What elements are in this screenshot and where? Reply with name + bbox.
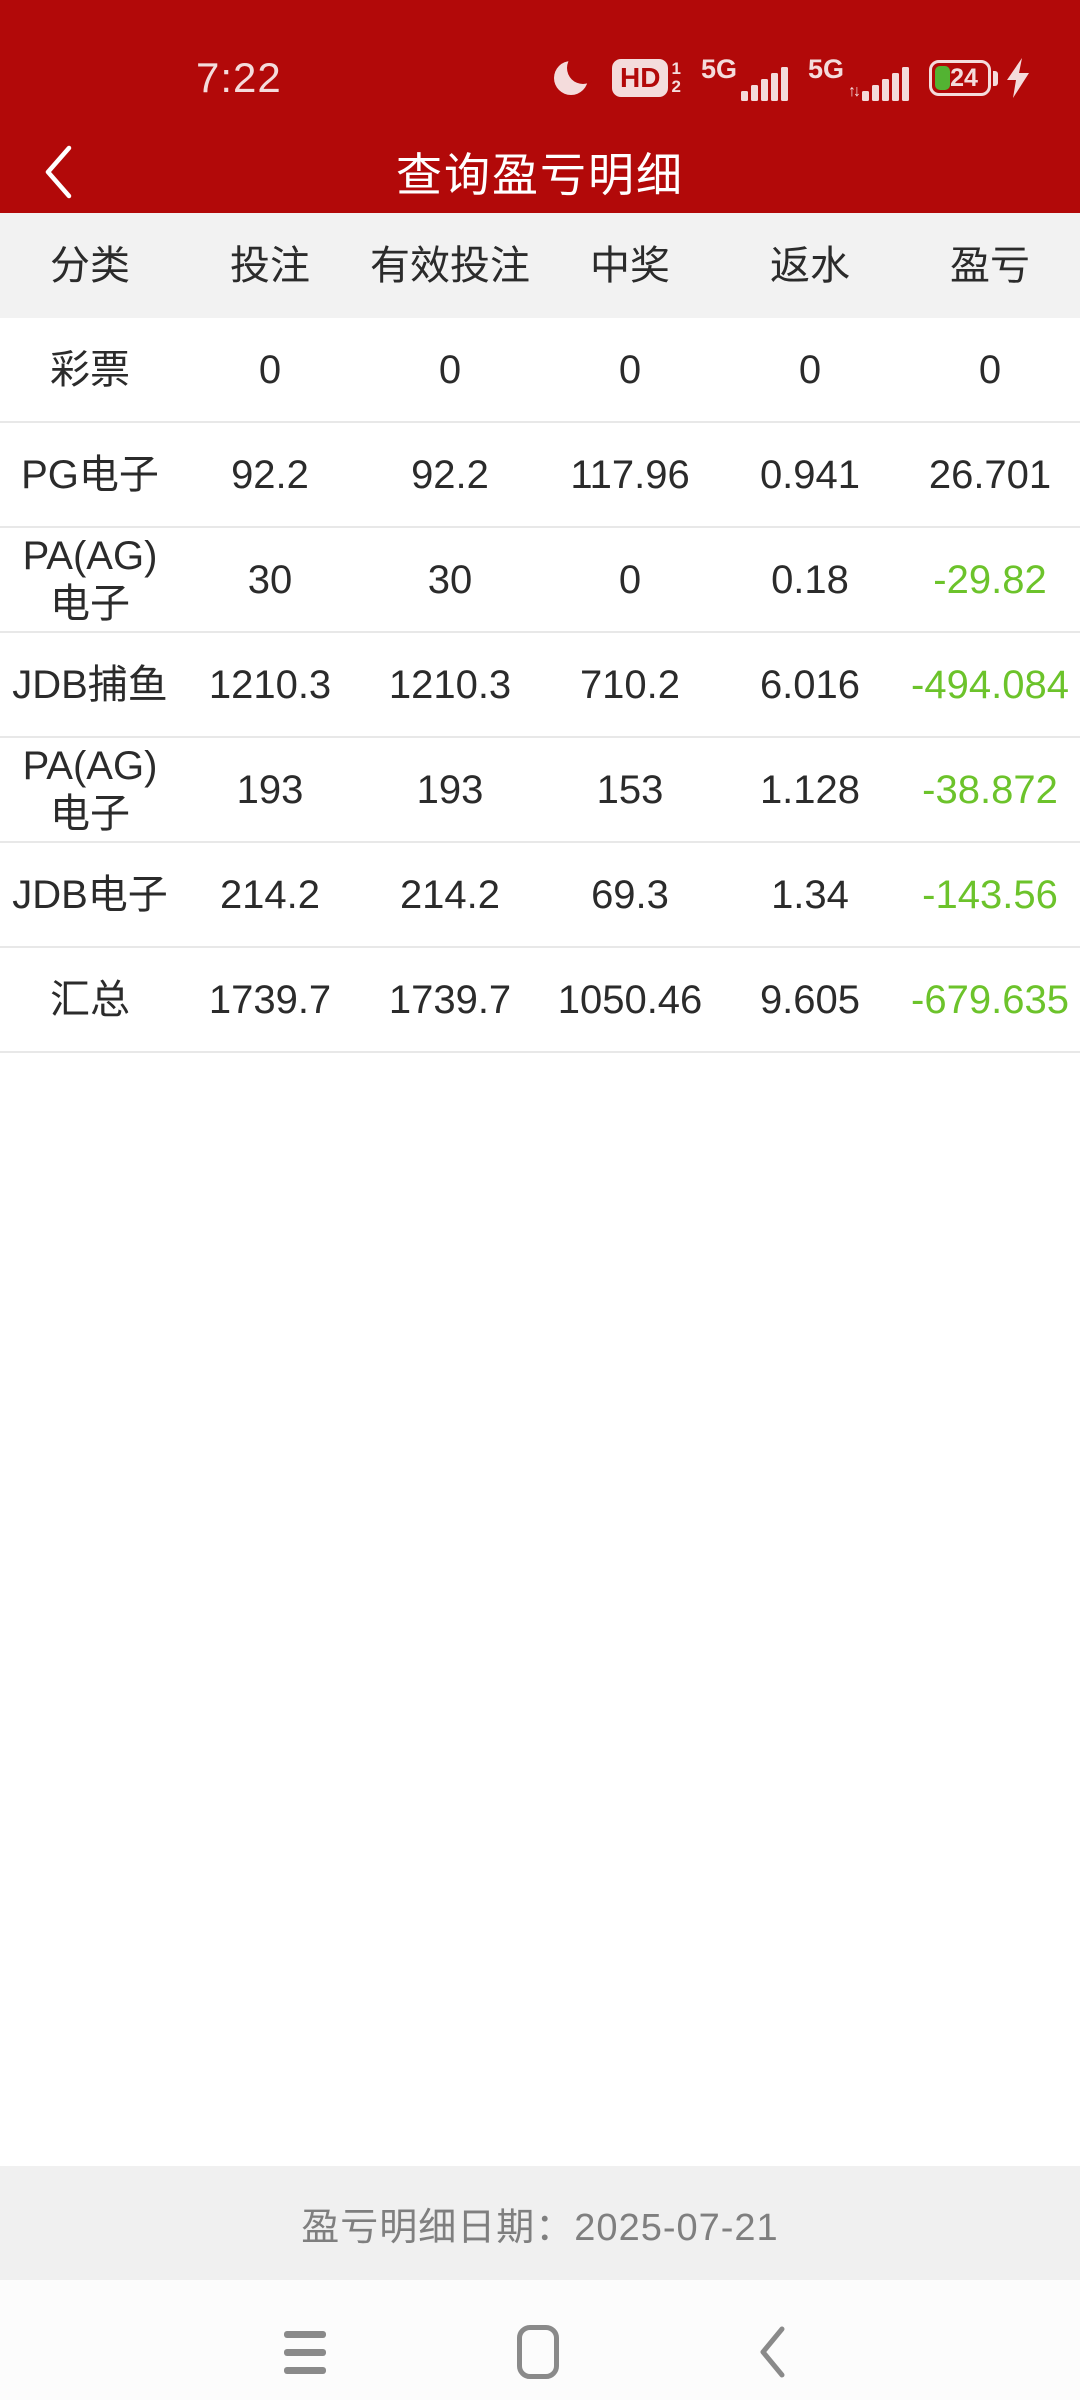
- battery-body: 24: [929, 60, 991, 96]
- value-cell: 1739.7: [208, 977, 332, 1022]
- value-cell: -143.56: [922, 872, 1058, 917]
- value-cell: 1210.3: [388, 662, 512, 707]
- value-cell: 30: [427, 557, 473, 602]
- value-cell: 69.3: [591, 872, 669, 917]
- battery-icon: 24: [929, 57, 1032, 99]
- value-cell: 1.34: [771, 872, 849, 917]
- value-cell: 153: [596, 767, 664, 812]
- value-cell: 1050.46: [557, 977, 703, 1022]
- category-cell: JDB捕鱼: [12, 662, 168, 707]
- back-button[interactable]: [28, 138, 88, 206]
- table-row: PA(AG)电子 30 30 0 0.18 -29.82: [0, 528, 1080, 633]
- signal-5g-icon-2: 5G ↑↓: [807, 53, 909, 101]
- value-cell: 0: [258, 347, 282, 392]
- value-cell: 193: [236, 767, 304, 812]
- table-row: JDB电子 214.2 214.2 69.3 1.34 -143.56: [0, 843, 1080, 948]
- value-cell: 0.941: [759, 452, 861, 497]
- value-cell: 710.2: [579, 662, 681, 707]
- hd-badge-label: HD: [612, 59, 669, 97]
- back-chevron-icon: [760, 2326, 785, 2378]
- red-header-zone: 7:22 HD 1 2 5G 5G ↑↓: [0, 0, 1080, 213]
- value-cell: 214.2: [219, 872, 321, 917]
- value-cell: 1739.7: [388, 977, 512, 1022]
- status-icons: HD 1 2 5G 5G ↑↓: [554, 53, 1032, 101]
- value-cell: 0.18: [771, 557, 849, 602]
- battery-fill: [935, 66, 950, 90]
- column-header: 有效投注: [370, 243, 530, 288]
- column-header: 盈亏: [950, 243, 1030, 288]
- hd-volte-icon: HD 1 2: [612, 59, 681, 97]
- category-cell: PA(AG)电子: [22, 533, 158, 626]
- category-cell: PG电子: [21, 452, 159, 497]
- table-header-row: 分类 投注 有效投注 中奖 返水 盈亏: [0, 213, 1080, 318]
- data-arrows-icon: ↑↓: [848, 82, 861, 100]
- value-cell: 92.2: [231, 452, 309, 497]
- table-row: JDB捕鱼 1210.3 1210.3 710.2 6.016 -494.084: [0, 633, 1080, 738]
- table-row: PG电子 92.2 92.2 117.96 0.941 26.701: [0, 423, 1080, 528]
- column-header: 投注: [230, 243, 310, 288]
- hd-sim-1: 1: [671, 59, 681, 79]
- chevron-left-icon: [45, 145, 72, 199]
- network-label-1: 5G: [700, 53, 737, 84]
- value-cell: 1.128: [759, 767, 861, 812]
- network-label-2: 5G: [807, 53, 844, 84]
- home-icon: [517, 2325, 559, 2379]
- nav-home-button[interactable]: [498, 2312, 578, 2392]
- signal-5g-icon-1: 5G: [700, 53, 788, 101]
- status-time: 7:22: [196, 54, 282, 101]
- nav-back-button[interactable]: [732, 2312, 812, 2392]
- battery-percent: 24: [950, 63, 978, 92]
- menu-icon: [284, 2330, 326, 2374]
- value-cell: 117.96: [570, 452, 690, 497]
- table-row: 彩票 0 0 0 0 0: [0, 318, 1080, 423]
- value-cell: 0: [438, 347, 462, 392]
- value-cell: -29.82: [933, 557, 1047, 602]
- hd-sim-2: 2: [671, 77, 681, 96]
- column-header: 分类: [50, 243, 130, 288]
- moon-icon: [554, 59, 593, 97]
- date-bar: 盈亏明细日期：2025-07-21: [0, 2166, 1080, 2280]
- value-cell: 0: [798, 347, 822, 392]
- value-cell: -38.872: [922, 767, 1058, 812]
- value-cell: 214.2: [399, 872, 501, 917]
- hd-sim-numbers: 1 2: [671, 60, 680, 96]
- value-cell: 0: [618, 347, 642, 392]
- signal-bars-icon: [740, 66, 788, 101]
- value-cell: 0: [978, 347, 1002, 392]
- status-bar: 7:22 HD 1 2 5G 5G ↑↓: [0, 0, 1080, 130]
- profit-loss-table: 分类 投注 有效投注 中奖 返水 盈亏 彩票 0 0 0 0 0 PG电子 92.2 92.2 117.96…: [0, 213, 1080, 1053]
- category-cell: PA(AG)电子: [22, 743, 158, 836]
- category-cell: JDB电子: [12, 872, 168, 917]
- category-cell: 彩票: [50, 347, 130, 392]
- battery-cap: [993, 70, 998, 86]
- page-title: 查询盈亏明细: [396, 148, 684, 201]
- value-cell: 26.701: [928, 452, 1052, 497]
- value-cell: 193: [416, 767, 484, 812]
- table-row: PA(AG)电子 193 193 153 1.128 -38.872: [0, 738, 1080, 843]
- table-row: 汇总 1739.7 1739.7 1050.46 9.605 -679.635: [0, 948, 1080, 1053]
- value-cell: 9.605: [759, 977, 861, 1022]
- nav-menu-button[interactable]: [265, 2312, 345, 2392]
- value-cell: 1210.3: [208, 662, 332, 707]
- app-bar: 查询盈亏明细: [0, 130, 1080, 213]
- date-label: 盈亏明细日期：2025-07-21: [301, 2206, 779, 2249]
- value-cell: -679.635: [911, 977, 1069, 1022]
- column-header: 返水: [770, 243, 850, 288]
- value-cell: 30: [247, 557, 293, 602]
- value-cell: 6.016: [759, 662, 861, 707]
- system-nav-bar: [0, 2280, 1080, 2400]
- value-cell: 0: [618, 557, 642, 602]
- category-cell: 汇总: [50, 977, 130, 1022]
- value-cell: 92.2: [411, 452, 489, 497]
- value-cell: -494.084: [911, 662, 1069, 707]
- column-header: 中奖: [590, 243, 670, 288]
- charging-bolt-icon: [1004, 57, 1032, 99]
- signal-bars-icon: [862, 66, 909, 101]
- table-body: 彩票 0 0 0 0 0 PG电子 92.2 92.2 117.96 0.941 26.701 PA(A…: [0, 318, 1080, 1053]
